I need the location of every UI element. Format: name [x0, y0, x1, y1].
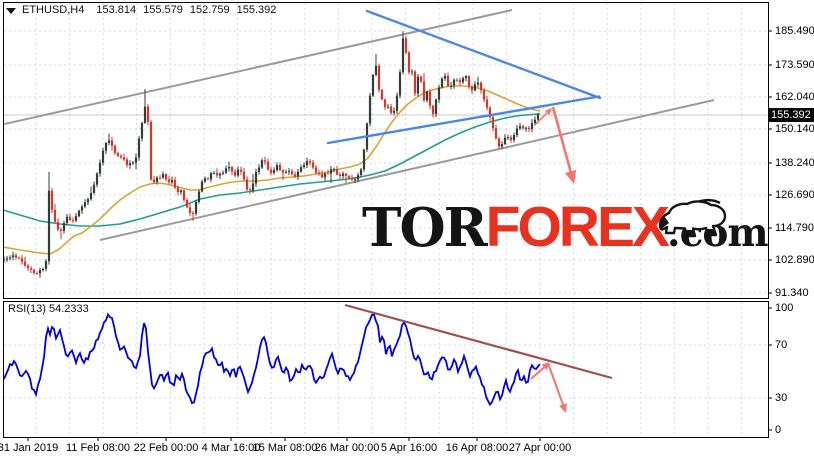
main-panel-border[interactable] — [3, 2, 769, 299]
candlestick-series — [4, 31, 540, 278]
trend-channel-upper-line[interactable] — [0, 9, 513, 126]
breakout-arrow[interactable] — [535, 108, 552, 125]
axis-ticks — [27, 30, 772, 441]
open-value: 153.814 — [96, 4, 137, 16]
ma-fast-line — [4, 85, 541, 255]
rsi-line — [4, 312, 541, 407]
grid-lines — [4, 3, 767, 436]
close-value: 155.392 — [236, 4, 277, 16]
rsi-down-arrow[interactable] — [547, 362, 567, 413]
watermark-tor: TOR — [362, 197, 488, 259]
low-value: 152.759 — [189, 4, 230, 16]
wedge-lower-trendline[interactable] — [326, 95, 601, 145]
symbol-header: ETHUSD,H4 153.814 155.579 152.759 155.39… — [6, 4, 283, 16]
watermark: TOR FOREX .com — [362, 195, 769, 266]
rsi-panel-border[interactable] — [3, 301, 769, 438]
rsi-up-arrow[interactable] — [530, 362, 550, 380]
wedge-upper-trendline[interactable] — [365, 9, 602, 100]
symbol-dropdown-icon[interactable] — [6, 7, 16, 14]
ma-slow-line — [4, 113, 541, 227]
rsi-trendline[interactable] — [344, 303, 613, 380]
watermark-forex: FOREX — [485, 195, 670, 259]
forecast-down-arrow[interactable] — [551, 106, 577, 184]
rsi-indicator-label: RSI(13) 54.2333 — [8, 303, 89, 315]
high-value: 155.579 — [143, 4, 183, 16]
bear-icon — [658, 198, 727, 238]
trend-channel-lower-line[interactable] — [99, 99, 715, 241]
symbol-timeframe-label: ETHUSD,H4 — [22, 4, 85, 16]
